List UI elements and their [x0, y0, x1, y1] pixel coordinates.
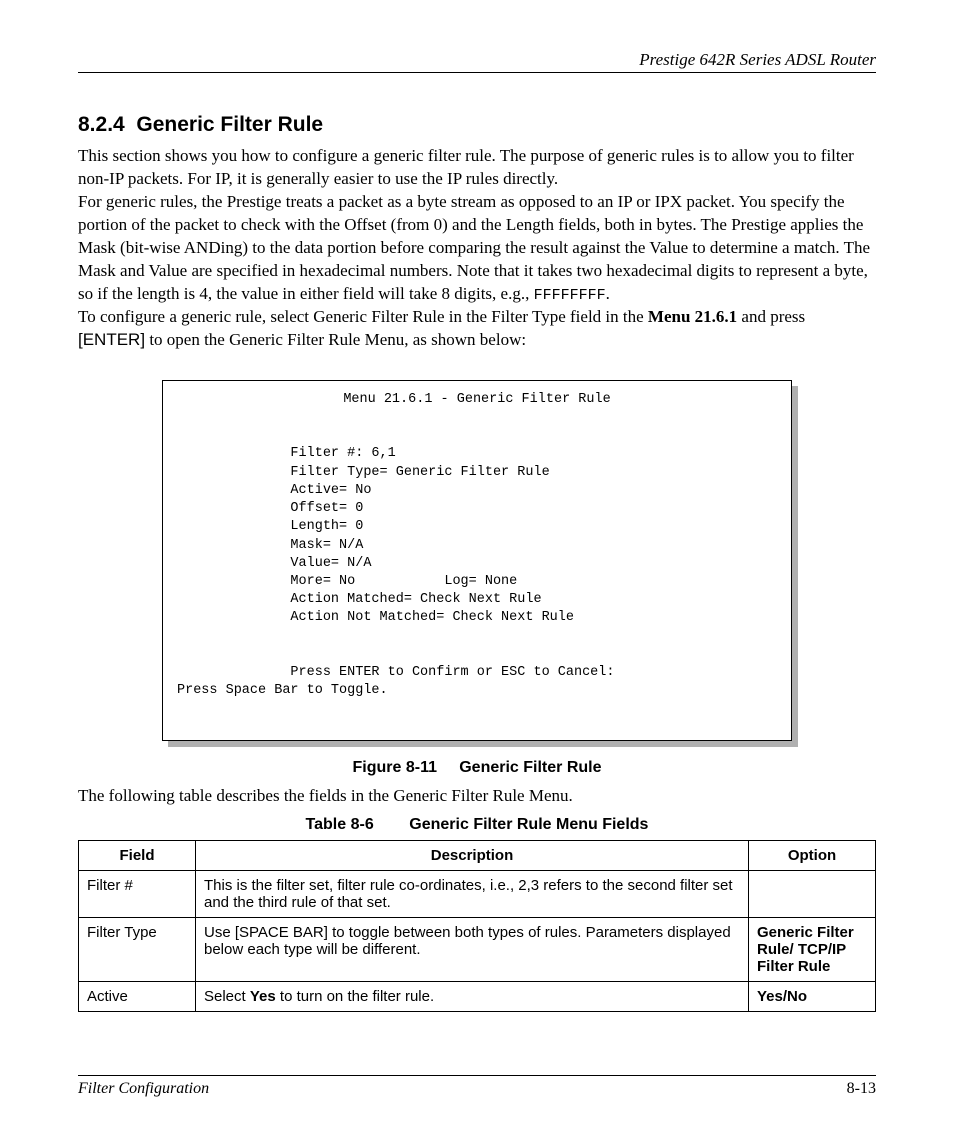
terminal-title: Menu 21.6.1 - Generic Filter Rule — [177, 391, 777, 409]
term-line: Action Matched= Check Next Rule — [290, 592, 541, 607]
term-line: Action Not Matched= Check Next Rule — [290, 610, 574, 625]
table-header-row: Field Description Option — [79, 841, 876, 871]
para2-end: . — [606, 284, 610, 303]
desc-bold: Yes — [250, 988, 276, 1005]
term-line: More= No Log= None — [290, 574, 517, 589]
cell-option: Yes/No — [749, 982, 876, 1012]
cell-desc: This is the filter set, filter rule co-o… — [196, 871, 749, 918]
fields-table: Field Description Option Filter # This i… — [78, 840, 876, 1012]
term-line: Mask= N/A — [290, 538, 363, 553]
term-line: Active= No — [290, 483, 371, 498]
cell-field: Filter # — [79, 871, 196, 918]
table-label: Table 8-6 — [306, 816, 374, 833]
figure-label: Figure 8-11 — [353, 759, 437, 776]
cell-option-bold: Generic Filter Rule/ TCP/IP Filter Rule — [757, 924, 854, 975]
desc-post: to turn on the filter rule. — [276, 988, 434, 1005]
cell-desc: Use [SPACE BAR] to toggle between both t… — [196, 918, 749, 982]
cell-desc: Select Yes to turn on the filter rule. — [196, 982, 749, 1012]
term-line: Filter Type= Generic Filter Rule — [290, 465, 549, 480]
col-field: Field — [79, 841, 196, 871]
term-prompt: Press ENTER to Confirm or ESC to Cancel: — [290, 665, 614, 680]
menu-ref: Menu 21.6.1 — [648, 307, 737, 326]
term-line: Offset= 0 — [290, 501, 363, 516]
page-footer: Filter Configuration 8-13 — [78, 1075, 876, 1098]
terminal-body: Filter #: 6,1 Filter Type= Generic Filte… — [177, 427, 777, 700]
term-footer: Press Space Bar to Toggle. — [177, 683, 388, 698]
section-heading: 8.2.4 Generic Filter Rule — [78, 113, 876, 137]
term-line: Length= 0 — [290, 519, 363, 534]
desc-pre: Select — [204, 988, 250, 1005]
terminal-figure: Menu 21.6.1 - Generic Filter Rule Filter… — [162, 380, 792, 742]
terminal-box: Menu 21.6.1 - Generic Filter Rule Filter… — [162, 380, 792, 742]
footer-left: Filter Configuration — [78, 1080, 209, 1098]
hex-example: FFFFFFFF — [534, 287, 606, 304]
paragraph-1: This section shows you how to configure … — [78, 145, 876, 191]
cell-option-bold: Yes/No — [757, 988, 807, 1005]
section-title: Generic Filter Rule — [136, 113, 323, 136]
col-description: Description — [196, 841, 749, 871]
footer-right: 8-13 — [847, 1080, 876, 1098]
table-row: Active Select Yes to turn on the filter … — [79, 982, 876, 1012]
table-title: Generic Filter Rule Menu Fields — [409, 816, 648, 833]
para3-c: to open the Generic Filter Rule Menu, as… — [145, 330, 526, 349]
table-caption: Table 8-6 Generic Filter Rule Menu Field… — [78, 816, 876, 834]
figure-caption: Figure 8-11 Generic Filter Rule — [78, 759, 876, 777]
section-number: 8.2.4 — [78, 113, 125, 136]
cell-option — [749, 871, 876, 918]
enter-key: [ENTER] — [78, 330, 145, 349]
para2-text: For generic rules, the Prestige treats a… — [78, 192, 870, 303]
cell-option: Generic Filter Rule/ TCP/IP Filter Rule — [749, 918, 876, 982]
after-figure-text: The following table describes the fields… — [78, 785, 876, 808]
term-line: Filter #: 6,1 — [290, 446, 395, 461]
paragraph-3: To configure a generic rule, select Gene… — [78, 306, 876, 352]
paragraph-2: For generic rules, the Prestige treats a… — [78, 191, 876, 306]
figure-title: Generic Filter Rule — [459, 759, 601, 776]
running-header: Prestige 642R Series ADSL Router — [78, 50, 876, 73]
cell-field: Filter Type — [79, 918, 196, 982]
table-row: Filter Type Use [SPACE BAR] to toggle be… — [79, 918, 876, 982]
term-line: Value= N/A — [290, 556, 371, 571]
para3-b: and press — [737, 307, 805, 326]
cell-field: Active — [79, 982, 196, 1012]
col-option: Option — [749, 841, 876, 871]
para3-a: To configure a generic rule, select Gene… — [78, 307, 648, 326]
table-row: Filter # This is the filter set, filter … — [79, 871, 876, 918]
page: Prestige 642R Series ADSL Router 8.2.4 G… — [0, 0, 954, 1132]
header-text: Prestige 642R Series ADSL Router — [639, 50, 876, 69]
